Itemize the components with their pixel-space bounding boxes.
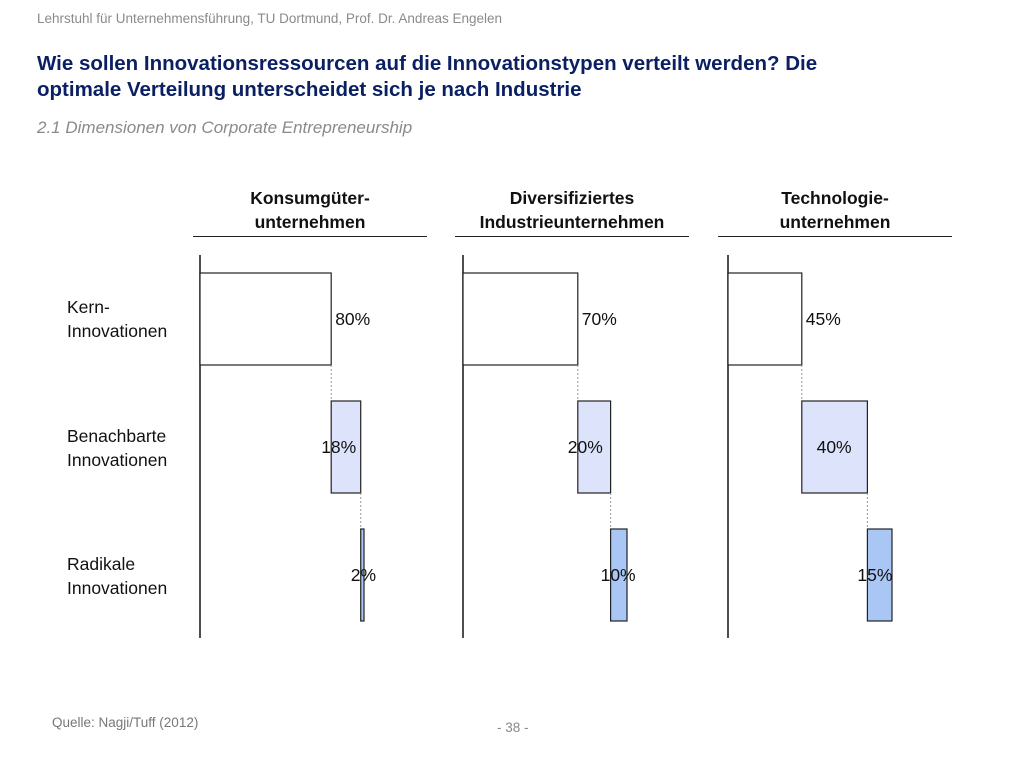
page-title-line-2: optimale Verteilung unterscheidet sich j… <box>37 78 582 101</box>
panel-heading-technologie: Technologie- unternehmen <box>718 186 952 234</box>
panel-heading-konsumgueter: Konsumgüter- unternehmen <box>193 186 427 234</box>
data-label-radikal: 10% <box>601 565 636 585</box>
panel-heading-line-1: Konsumgüter- <box>250 188 370 208</box>
bar-radikal <box>609 528 628 622</box>
bar-benachbart <box>330 400 362 494</box>
data-label-radikal: 2% <box>351 565 376 585</box>
data-label-kern: 70% <box>582 309 617 329</box>
bar-kern <box>199 272 332 366</box>
header-org: Lehrstuhl für Unternehmensführung, TU Do… <box>37 11 502 26</box>
data-label-radikal: 15% <box>857 565 892 585</box>
panel-heading-diversifiziert: Diversifiziertes Industrieunternehmen <box>455 186 689 234</box>
row-label-line-1: Benachbarte <box>67 426 167 446</box>
row-label-line-2: Innovationen <box>67 450 168 470</box>
page-number: - 38 - <box>497 720 529 735</box>
panel-heading-line-2: unternehmen <box>779 212 891 232</box>
bar-kern <box>727 272 803 366</box>
panel-heading-line-2: Industrieunternehmen <box>479 212 665 232</box>
page-subtitle: 2.1 Dimensionen von Corporate Entreprene… <box>37 118 413 137</box>
row-label-radikal: Radikale Innovationen <box>67 552 167 600</box>
row-label-line-2: Innovationen <box>67 321 168 341</box>
data-label-kern: 45% <box>806 309 841 329</box>
panel-heading-line-2: unternehmen <box>254 212 366 232</box>
row-label-line-1: Radikale <box>67 554 136 574</box>
panel-heading-line-1: Technologie- <box>781 188 889 208</box>
bar-radikal <box>866 528 893 622</box>
bar-radikal <box>360 528 365 622</box>
row-label-line-1: Kern- <box>67 297 110 317</box>
row-label-kern: Kern- Innovationen <box>67 295 167 343</box>
panel-heading-rule <box>193 236 427 237</box>
data-label-kern: 80% <box>335 309 370 329</box>
data-label-benachbart: 40% <box>817 437 852 457</box>
data-label-benachbart: 18% <box>321 437 356 457</box>
page-title-line-1: Wie sollen Innovationsressourcen auf die… <box>37 52 818 75</box>
panel-heading-rule <box>455 236 689 237</box>
bar-benachbart <box>801 400 868 494</box>
bar-benachbart <box>577 400 612 494</box>
bar-kern <box>462 272 579 366</box>
data-label-benachbart: 20% <box>568 437 603 457</box>
panel-heading-rule <box>718 236 952 237</box>
page-title: Wie sollen Innovationsressourcen auf die… <box>37 51 997 103</box>
panel-heading-line-1: Diversifiziertes <box>509 188 635 208</box>
footer-source: Quelle: Nagji/Tuff (2012) <box>52 715 199 730</box>
row-label-line-2: Innovationen <box>67 578 168 598</box>
row-label-benachbart: Benachbarte Innovationen <box>67 424 167 472</box>
